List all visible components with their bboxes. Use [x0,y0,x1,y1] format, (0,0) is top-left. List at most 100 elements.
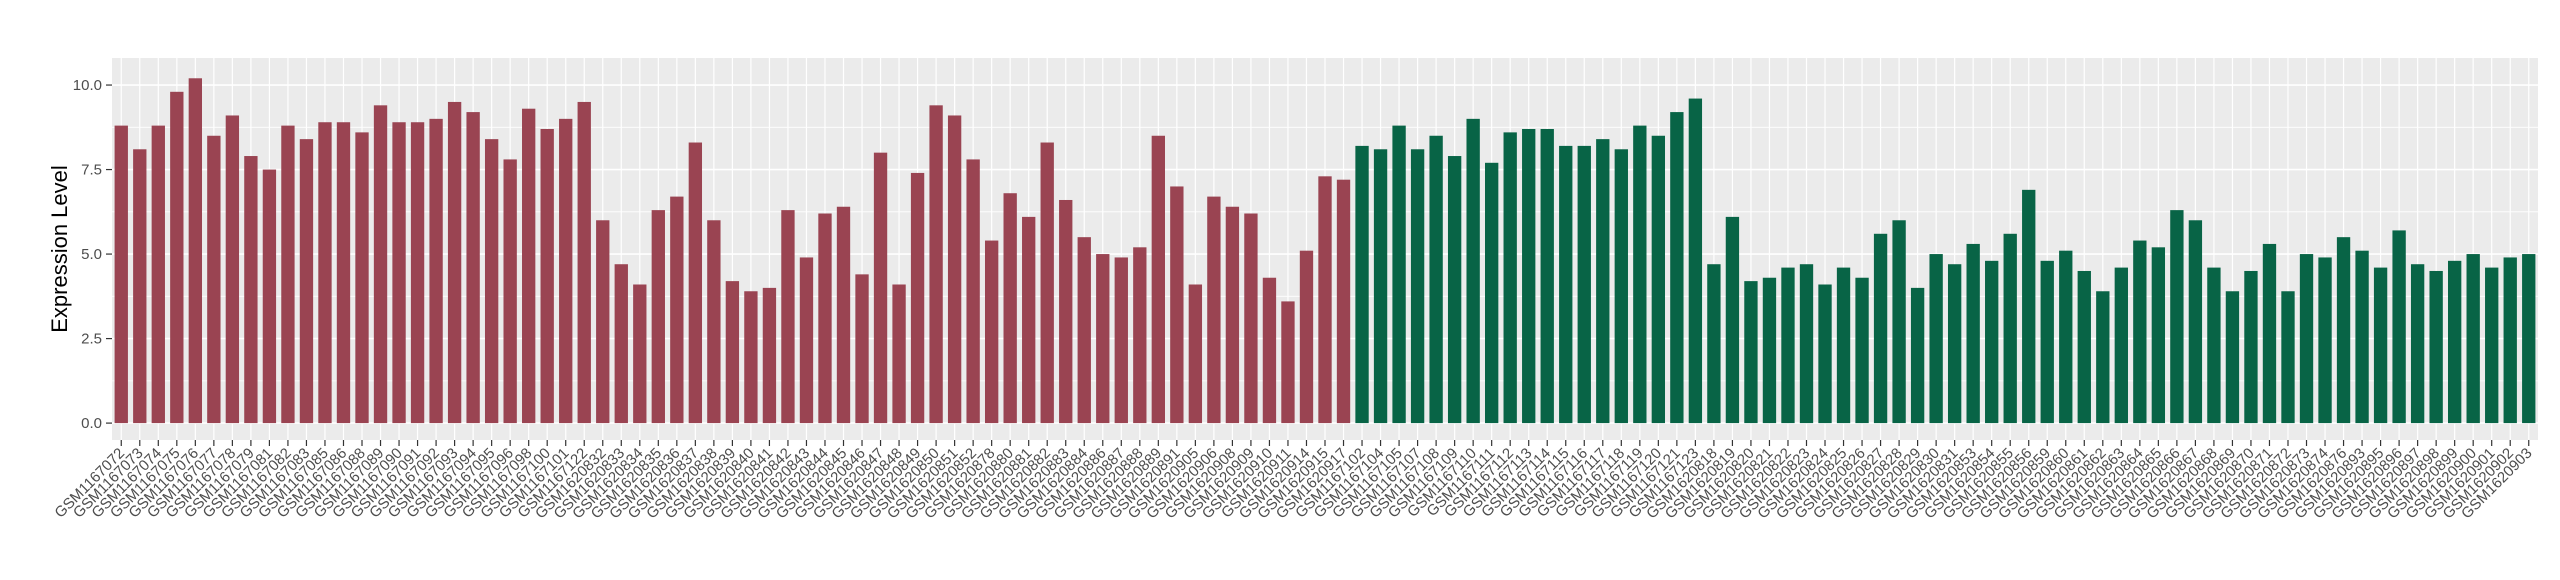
y-axis-title: Expression Level [47,165,72,333]
bar-GSM1167107 [1410,149,1425,424]
bar-GSM1167121 [1670,112,1684,424]
bar-GSM1620818 [1707,264,1721,424]
bar-GSM1620896 [2392,230,2406,424]
bar-GSM1620900 [2466,254,2480,424]
bar-GSM1620893 [2355,250,2369,424]
bar-GSM1620871 [2262,243,2277,424]
bar-GSM1620848 [892,284,906,424]
bar-GSM1620914 [1299,250,1314,424]
bar-GSM1620855 [2003,233,2017,424]
bar-GSM1167089 [373,105,388,424]
bar-GSM1167118 [1614,149,1628,424]
bars [114,78,2536,424]
bar-GSM1620878 [984,240,999,424]
bar-GSM1620883 [1059,199,1073,424]
bar-GSM1620847 [873,152,888,424]
bar-GSM1620870 [2244,270,2258,424]
bar-GSM1167093 [447,101,462,424]
bar-GSM1620831 [1947,264,1962,424]
bar-GSM1620886 [1096,254,1110,424]
bar-GSM1620827 [1873,233,1888,424]
bar-GSM1620887 [1114,257,1128,424]
bar-GSM1620828 [1892,220,1906,424]
bar-GSM1167117 [1596,139,1610,424]
bar-GSM1167077 [207,135,221,424]
bar-GSM1620862 [2096,291,2110,424]
bar-GSM1167094 [466,112,480,424]
bar-GSM1620898 [2429,270,2443,424]
bar-GSM1620884 [1077,237,1091,424]
bar-GSM1620823 [1799,264,1814,424]
bar-GSM1167104 [1373,149,1388,424]
bar-GSM1620839 [725,281,740,424]
bar-GSM1620849 [910,172,925,424]
bar-GSM1620868 [2207,267,2221,424]
bar-GSM1167102 [1355,145,1369,424]
y-tick-label: 7.5 [81,162,102,179]
bar-GSM1167092 [429,118,443,424]
bar-GSM1620901 [2485,267,2499,424]
bar-GSM1620851 [947,115,962,424]
bar-GSM1167113 [1522,128,1536,424]
bar-GSM1620826 [1855,277,1869,424]
y-tick-label: 5.0 [81,246,102,263]
bar-GSM1620838 [707,220,721,424]
bar-GSM1620853 [1966,243,1980,424]
bar-GSM1167081 [262,169,277,424]
bar-GSM1620842 [781,210,795,424]
bar-GSM1167122 [577,101,591,424]
bar-GSM1620819 [1725,216,1740,424]
bar-GSM1167105 [1392,125,1406,424]
bar-GSM1167115 [1559,145,1573,424]
bar-GSM1167095 [484,139,499,424]
bar-GSM1167116 [1577,145,1591,424]
bar-GSM1167083 [299,139,314,424]
bar-GSM1167096 [503,159,517,424]
bar-GSM1620917 [1336,179,1351,424]
bar-GSM1167086 [336,122,351,424]
bar-GSM1167082 [281,125,295,424]
y-tick-label: 10.0 [73,77,102,94]
bar-GSM1620824 [1818,284,1832,424]
bar-GSM1167072 [114,125,128,424]
bar-GSM1167078 [225,115,240,424]
bar-GSM1620867 [2188,220,2203,424]
bar-GSM1620825 [1836,267,1851,424]
bar-GSM1167091 [410,122,425,424]
bar-GSM1620836 [670,196,684,424]
bar-GSM1620872 [2281,291,2295,424]
bar-GSM1620829 [1910,287,1925,424]
bar-GSM1167110 [1466,118,1480,424]
bar-GSM1167119 [1633,125,1647,424]
bar-GSM1620832 [596,220,610,424]
y-tick-label: 2.5 [81,331,102,348]
bar-GSM1620903 [2522,254,2536,424]
bar-GSM1620820 [1744,281,1758,424]
bar-GSM1167112 [1503,132,1517,424]
bar-GSM1620843 [799,257,814,424]
y-axis: 0.0 2.5 5.0 7.5 10.0 [73,77,112,432]
bar-GSM1620852 [966,159,980,424]
bar-GSM1167090 [392,122,406,424]
bar-GSM1620876 [2336,237,2351,424]
bar-GSM1167123 [1688,98,1703,424]
bar-GSM1620865 [2151,247,2166,424]
bar-GSM1620863 [2114,267,2128,424]
bar-GSM1167076 [188,78,203,424]
bar-GSM1620899 [2447,260,2462,424]
bar-GSM1620902 [2503,257,2517,424]
bar-GSM1167079 [244,156,258,424]
bar-GSM1620850 [929,105,943,424]
bar-GSM1620891 [1170,186,1184,424]
bar-GSM1620845 [836,206,851,424]
bar-GSM1620856 [2022,189,2036,424]
bar-GSM1620859 [2040,260,2054,424]
bar-GSM1620866 [2170,210,2184,424]
bar-GSM1620881 [1022,216,1036,424]
bar-GSM1620906 [1207,196,1221,424]
bar-GSM1167085 [318,122,332,424]
bar-GSM1620895 [2373,267,2388,424]
bar-GSM1167111 [1485,162,1499,424]
bar-GSM1167109 [1447,156,1462,424]
